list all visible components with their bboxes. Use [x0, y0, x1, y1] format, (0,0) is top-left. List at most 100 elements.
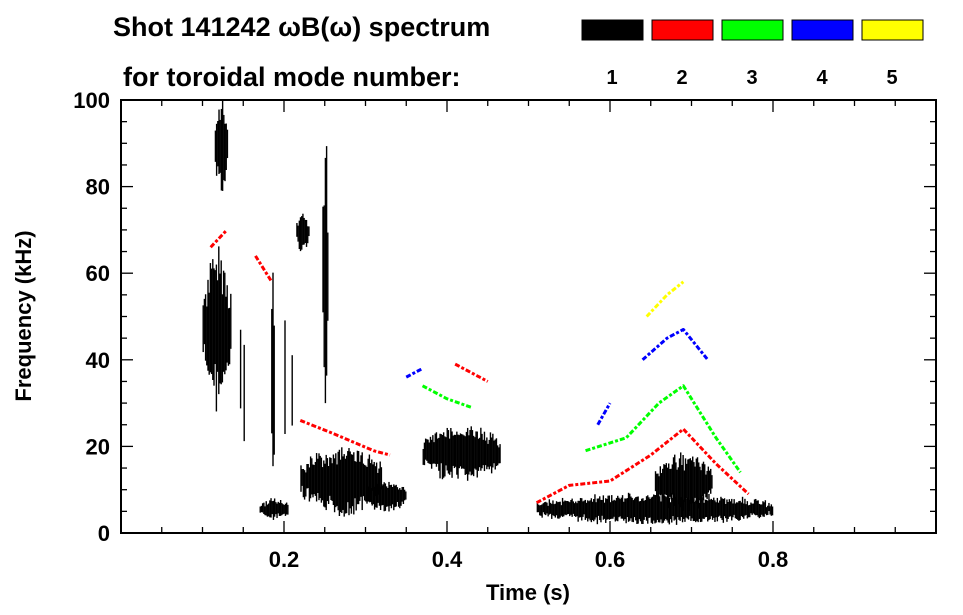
mode-1-streak [423, 442, 426, 466]
mode-1-streak [597, 498, 600, 516]
mode-1-streak [325, 146, 328, 376]
mode-1-streak [382, 484, 384, 505]
mode-1-streak [365, 465, 367, 502]
mode-1-streak [666, 497, 668, 521]
mode-1-streak [570, 500, 572, 515]
mode-1-streak [546, 502, 548, 514]
x-tick-label: 0.2 [269, 547, 300, 572]
mode-1-streak [299, 217, 302, 252]
mode-1-streak [495, 438, 498, 467]
mode-1-streak [660, 501, 662, 520]
mode-1-streak [488, 439, 490, 470]
mode-1-streak [703, 502, 705, 519]
mode-1-streak [226, 129, 229, 159]
mode-1-streak [390, 484, 393, 509]
mode-1-streak [541, 504, 543, 518]
mode-1-streak [545, 501, 547, 516]
mode-1-streak [699, 466, 701, 501]
mode-1-streak [214, 270, 216, 365]
mode-1-streak [768, 502, 770, 512]
mode-1-streak [272, 500, 275, 520]
mode-1-streak [494, 439, 496, 470]
mode-1-streak [221, 294, 224, 383]
mode-1-streak [322, 206, 324, 313]
mode-1-streak [653, 494, 655, 521]
mode-1-streak [391, 486, 394, 505]
mode-1-streak [275, 502, 277, 515]
mode-1-streak [680, 452, 682, 508]
mode-1-streak [309, 456, 312, 499]
mode-1-streak [698, 462, 700, 509]
mode-1-streak [719, 500, 721, 516]
mode-1-streak [456, 431, 458, 475]
mode-3-ridge [421, 384, 472, 409]
mode-1-streak [499, 444, 501, 464]
mode-1-streak [468, 435, 470, 475]
mode-1-streak [713, 497, 715, 518]
mode-1-streak [343, 454, 345, 517]
mode-1-streak [720, 496, 722, 519]
mode-1-streak [629, 493, 631, 521]
mode-1-streak [225, 123, 227, 171]
mode-1-streak [480, 427, 482, 471]
mode-1-streak [741, 496, 744, 518]
mode-1-streak [743, 503, 745, 519]
mode-1-streak [587, 500, 589, 522]
mode-1-streak [626, 498, 629, 518]
mode-1-streak [704, 464, 706, 494]
mode-1-region [214, 99, 229, 191]
mode-1-streak [335, 453, 337, 508]
mode-1-streak [731, 498, 733, 521]
mode-1-streak [554, 503, 557, 518]
mode-1-streak [224, 272, 226, 375]
mode-1-streak [577, 500, 579, 522]
mode-1-streak [643, 500, 645, 520]
mode-1-streak [710, 468, 712, 494]
mode-1-streak [330, 457, 332, 501]
mode-1-streak [677, 467, 680, 505]
mode-1-streak [301, 216, 303, 250]
mode-1-streak [339, 459, 342, 513]
mode-1-streak [676, 469, 678, 500]
mode-1-streak [402, 486, 405, 504]
mode-1-streak [684, 458, 687, 513]
mode-1-streak [551, 503, 553, 519]
mode-1-streak [678, 458, 681, 510]
mode-1-streak [368, 454, 371, 501]
mode-1-streak [688, 458, 690, 512]
mode-1-streak [333, 458, 336, 513]
mode-1-streak [687, 459, 689, 503]
mode-1-streak [360, 455, 362, 497]
mode-1-streak [260, 505, 263, 513]
mode-1-streak [403, 489, 406, 501]
y-tick-label: 60 [86, 261, 110, 286]
mode-1-streak [617, 495, 619, 522]
mode-1-streak [263, 502, 265, 514]
x-tick-label: 0.4 [432, 547, 463, 572]
mode-1-streak [624, 498, 626, 520]
mode-1-streak [397, 489, 400, 507]
mode-4-ridge [405, 367, 424, 379]
mode-1-streak [733, 499, 735, 515]
mode-1-streak [303, 217, 305, 245]
mode-1-streak [300, 465, 302, 492]
mode-1-streak [447, 430, 450, 474]
y-tick-label: 40 [86, 348, 110, 373]
mode-1-streak [672, 457, 675, 505]
mode-1-region [365, 481, 407, 512]
mode-1-streak [636, 496, 638, 524]
mode-1-streak [308, 226, 310, 237]
mode-1-streak [655, 495, 657, 523]
mode-1-streak [378, 488, 381, 506]
mode-2-ridge [209, 228, 229, 249]
mode-1-streak [302, 213, 304, 245]
mode-1-streak [657, 473, 659, 501]
mode-1-streak [642, 498, 644, 525]
mode-1-streak [376, 483, 378, 508]
mode-1-streak [332, 454, 335, 506]
mode-1-streak [284, 320, 286, 434]
mode-1-streak [394, 485, 396, 508]
mode-1-streak [372, 489, 375, 505]
mode-1-streak [723, 498, 726, 517]
mode-1-streak [216, 280, 219, 372]
